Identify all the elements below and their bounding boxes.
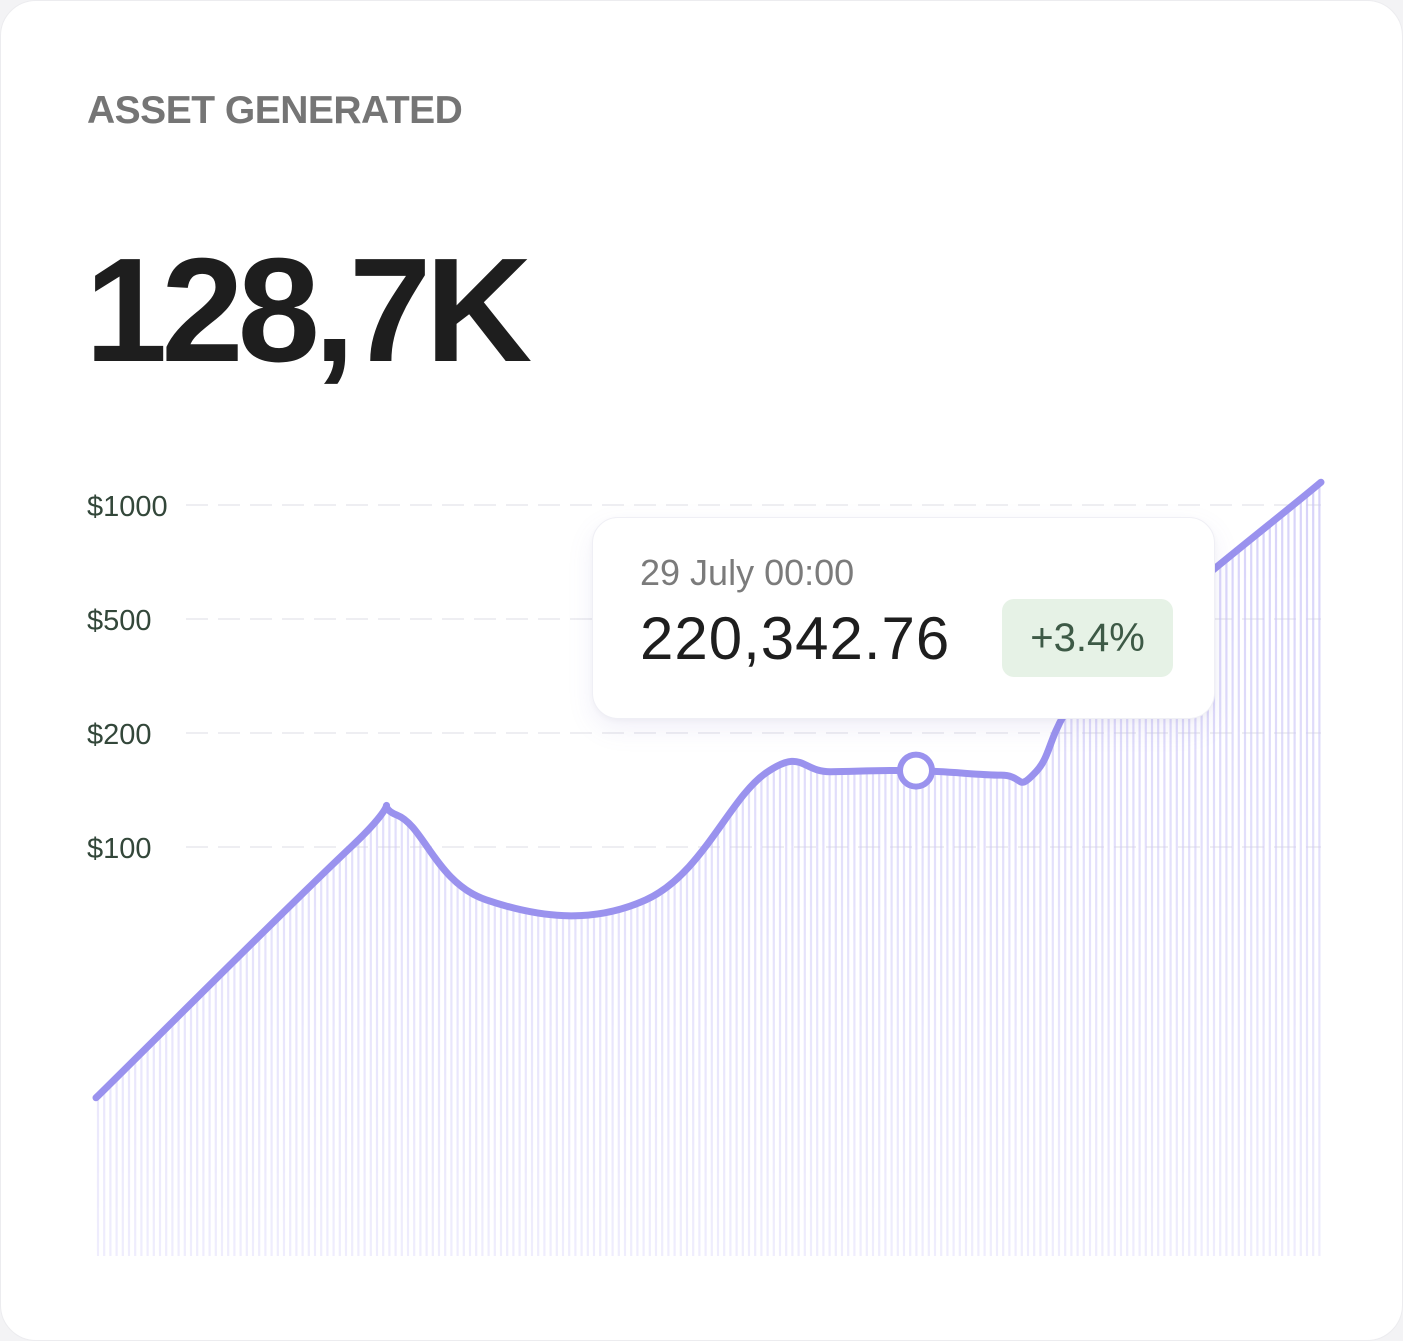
- series-line: [92, 478, 1325, 1102]
- card-title: ASSET GENERATED: [87, 89, 463, 132]
- y-tick-label: $100: [87, 833, 152, 865]
- y-tick-label: $1000: [87, 491, 168, 523]
- y-tick-label: $200: [87, 719, 152, 751]
- tooltip-value: 220,342.76: [640, 605, 951, 672]
- change-badge: +3.4%: [1002, 599, 1173, 677]
- chart-tooltip: 29 July 00:00 220,342.76 +3.4%: [592, 517, 1215, 719]
- highlight-point[interactable]: [897, 751, 935, 790]
- tooltip-date: 29 July 00:00: [640, 552, 855, 593]
- total-value: 128,7K: [85, 228, 532, 393]
- series-line-group: [92, 478, 1325, 1102]
- y-axis-ticks: $1000 $500 $200 $100: [87, 491, 168, 865]
- hover-cursor: [897, 751, 935, 1111]
- y-tick-label: $500: [87, 605, 152, 637]
